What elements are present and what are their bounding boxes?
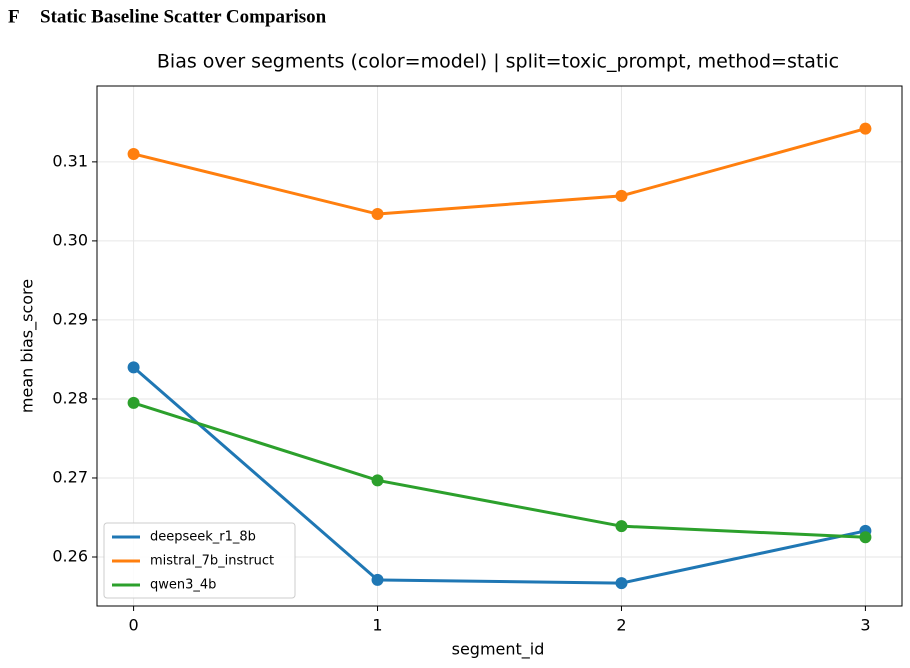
point (615, 520, 628, 533)
point (371, 474, 384, 487)
y-axis-label: mean bias_score (18, 279, 38, 413)
x-tick-label: 0 (128, 616, 138, 635)
y-tick-label: 0.29 (52, 309, 88, 328)
point (127, 396, 140, 409)
plot-frame (96, 85, 903, 607)
point (127, 147, 140, 160)
point (371, 208, 384, 221)
legend-label: mistral_7b_instruct (150, 554, 274, 569)
point (127, 361, 140, 374)
y-tick-label: 0.28 (52, 388, 88, 407)
point (615, 577, 628, 590)
y-tick-label: 0.27 (52, 467, 88, 486)
point (615, 189, 628, 202)
point (371, 573, 384, 586)
y-tick-label: 0.30 (52, 230, 88, 249)
x-tick-label: 2 (616, 616, 626, 635)
point (859, 122, 872, 135)
point (859, 531, 872, 544)
series-line (133, 401, 866, 539)
legend-box (103, 522, 296, 599)
section-label: F (8, 6, 20, 27)
x-axis-label: segment_id (452, 640, 545, 660)
x-tick-label: 3 (860, 616, 870, 635)
x-tick-label: 1 (372, 616, 382, 635)
legend-label: deepseek_r1_8b (150, 530, 256, 545)
legend-label: qwen3_4b (150, 578, 216, 593)
y-tick-label: 0.31 (52, 151, 88, 170)
section-title: Static Baseline Scatter Comparison (40, 6, 327, 27)
series-line (132, 366, 866, 585)
series-line (133, 127, 866, 216)
chart-title: Bias over segments (color=model) | split… (157, 51, 839, 73)
y-tick-label: 0.26 (52, 547, 88, 566)
